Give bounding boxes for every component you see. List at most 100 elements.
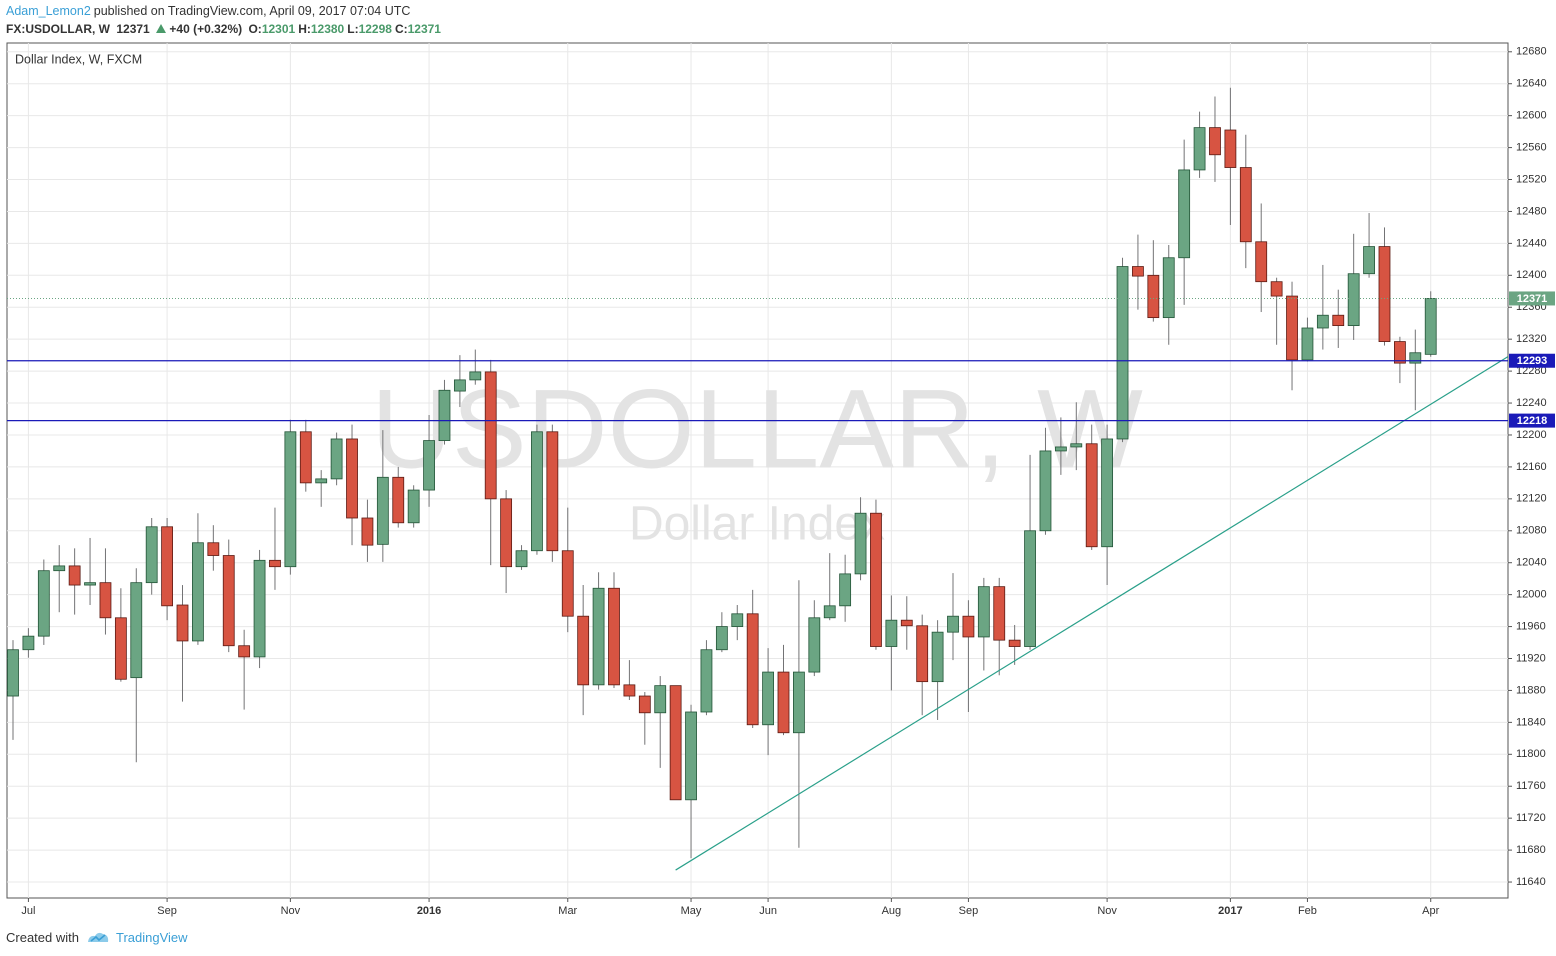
candle-body: [1162, 257, 1175, 319]
last: 12371: [116, 22, 150, 36]
y-tick-label: 12480: [1516, 205, 1547, 217]
candle-body: [346, 438, 358, 519]
candle-body: [1332, 314, 1345, 327]
candle-body: [993, 586, 1006, 641]
candle-body: [947, 615, 959, 633]
candle-body: [315, 478, 328, 484]
author[interactable]: Adam_Lemon2: [6, 4, 91, 18]
y-tick-label: 11880: [1516, 684, 1546, 696]
y-tick-label: 12680: [1516, 46, 1547, 58]
candle-body: [1270, 281, 1283, 297]
candle-body: [515, 550, 528, 568]
candle-body: [68, 565, 81, 586]
y-tick-label: 12120: [1516, 493, 1547, 505]
ohlc-value: 12301: [261, 22, 296, 36]
y-tick-label: 12080: [1516, 525, 1547, 537]
x-tick-label: Feb: [1298, 905, 1317, 917]
candle-body: [1024, 530, 1036, 647]
candle-body: [638, 695, 651, 714]
candle-body: [916, 625, 929, 683]
candle-body: [900, 619, 913, 627]
y-tick-label: 12640: [1516, 78, 1547, 90]
y-tick-label: 11920: [1516, 652, 1546, 664]
candle-body: [977, 586, 990, 638]
x-tick-label: Sep: [959, 905, 979, 917]
x-tick-label: 2016: [417, 905, 441, 917]
y-tick-label: 12560: [1516, 141, 1547, 153]
symbol: FX:USDOLLAR, W: [6, 22, 110, 36]
up-arrow: [156, 24, 167, 33]
candle-body: [623, 684, 636, 697]
candle-body: [700, 649, 713, 713]
candle-body: [22, 635, 35, 651]
candle-body: [685, 711, 697, 801]
publish-line: Adam_Lemon2 published on TradingView.com,…: [6, 4, 413, 18]
candle-body: [453, 379, 466, 392]
candle-body: [484, 371, 497, 500]
candle-body: [1378, 246, 1391, 342]
candle-body: [592, 587, 605, 686]
x-tick-label: Mar: [558, 905, 577, 917]
y-tick-label: 11800: [1516, 748, 1546, 760]
last-price-tag: [1509, 291, 1555, 306]
ohlc-value: 12298: [358, 22, 392, 36]
price-tag-label: 12218: [1517, 415, 1548, 427]
candle-body: [777, 671, 790, 734]
candle-body: [407, 489, 420, 524]
ohlc-label: C:: [394, 22, 408, 36]
price-tag: [1509, 413, 1555, 428]
candle-body: [577, 615, 590, 686]
watermark: USDOLLAR, W: [371, 367, 1143, 492]
y-tick-label: 11720: [1516, 812, 1546, 824]
created: Created with: [6, 930, 79, 945]
candle-body: [1209, 127, 1221, 156]
y-tick-label: 12200: [1516, 429, 1547, 441]
candle-body: [669, 685, 682, 801]
chart-title: Dollar Index, W, FXCM: [15, 52, 142, 66]
change: +40 (+0.32%): [169, 22, 243, 36]
y-tick-label: 12520: [1516, 173, 1547, 185]
candle-body: [192, 542, 204, 642]
price-tag: [1509, 353, 1555, 368]
y-tick-label: 11680: [1516, 844, 1546, 856]
candle-body: [1316, 314, 1329, 329]
candle-body: [823, 605, 836, 619]
candle-body: [1147, 274, 1160, 319]
candle-body: [1116, 266, 1129, 440]
candle-body: [500, 498, 513, 568]
candle-body: [145, 526, 158, 584]
watermark-sub: Dollar Index: [629, 498, 885, 551]
candle-body: [469, 371, 482, 381]
y-tick-label: 11640: [1516, 876, 1546, 888]
ohlc: O:12301 H:12380 L:12298 C:12371: [248, 22, 444, 36]
candle-body: [299, 431, 312, 484]
candle-body: [376, 476, 389, 545]
candle-body: [762, 671, 774, 726]
candle-body: [423, 440, 435, 491]
candle-body: [1070, 443, 1083, 448]
brand[interactable]: TradingView: [116, 930, 188, 945]
candle-body: [1347, 273, 1360, 327]
y-tick-label: 12280: [1516, 365, 1547, 377]
candle-body: [1132, 266, 1144, 277]
candle-body: [253, 559, 266, 658]
published: published on TradingView.com, April 09, …: [93, 4, 411, 18]
x-tick-label: Nov: [281, 905, 301, 917]
candle-body: [84, 582, 96, 586]
x-tick-label: Aug: [882, 905, 902, 917]
ohlc-label: O:: [248, 22, 262, 36]
last-price-label: 12371: [1517, 293, 1548, 305]
candle-body: [654, 685, 667, 714]
candle-body: [238, 645, 251, 658]
candle-body: [1085, 443, 1098, 548]
candle-body: [731, 613, 744, 627]
candle-body: [361, 517, 374, 546]
candle-body: [1363, 246, 1375, 275]
x-tick-label: Jun: [759, 905, 777, 917]
candle-body: [1101, 438, 1114, 548]
footer: Created with TradingView: [6, 930, 188, 945]
candle-body: [1224, 129, 1237, 168]
candle-body: [392, 476, 405, 524]
